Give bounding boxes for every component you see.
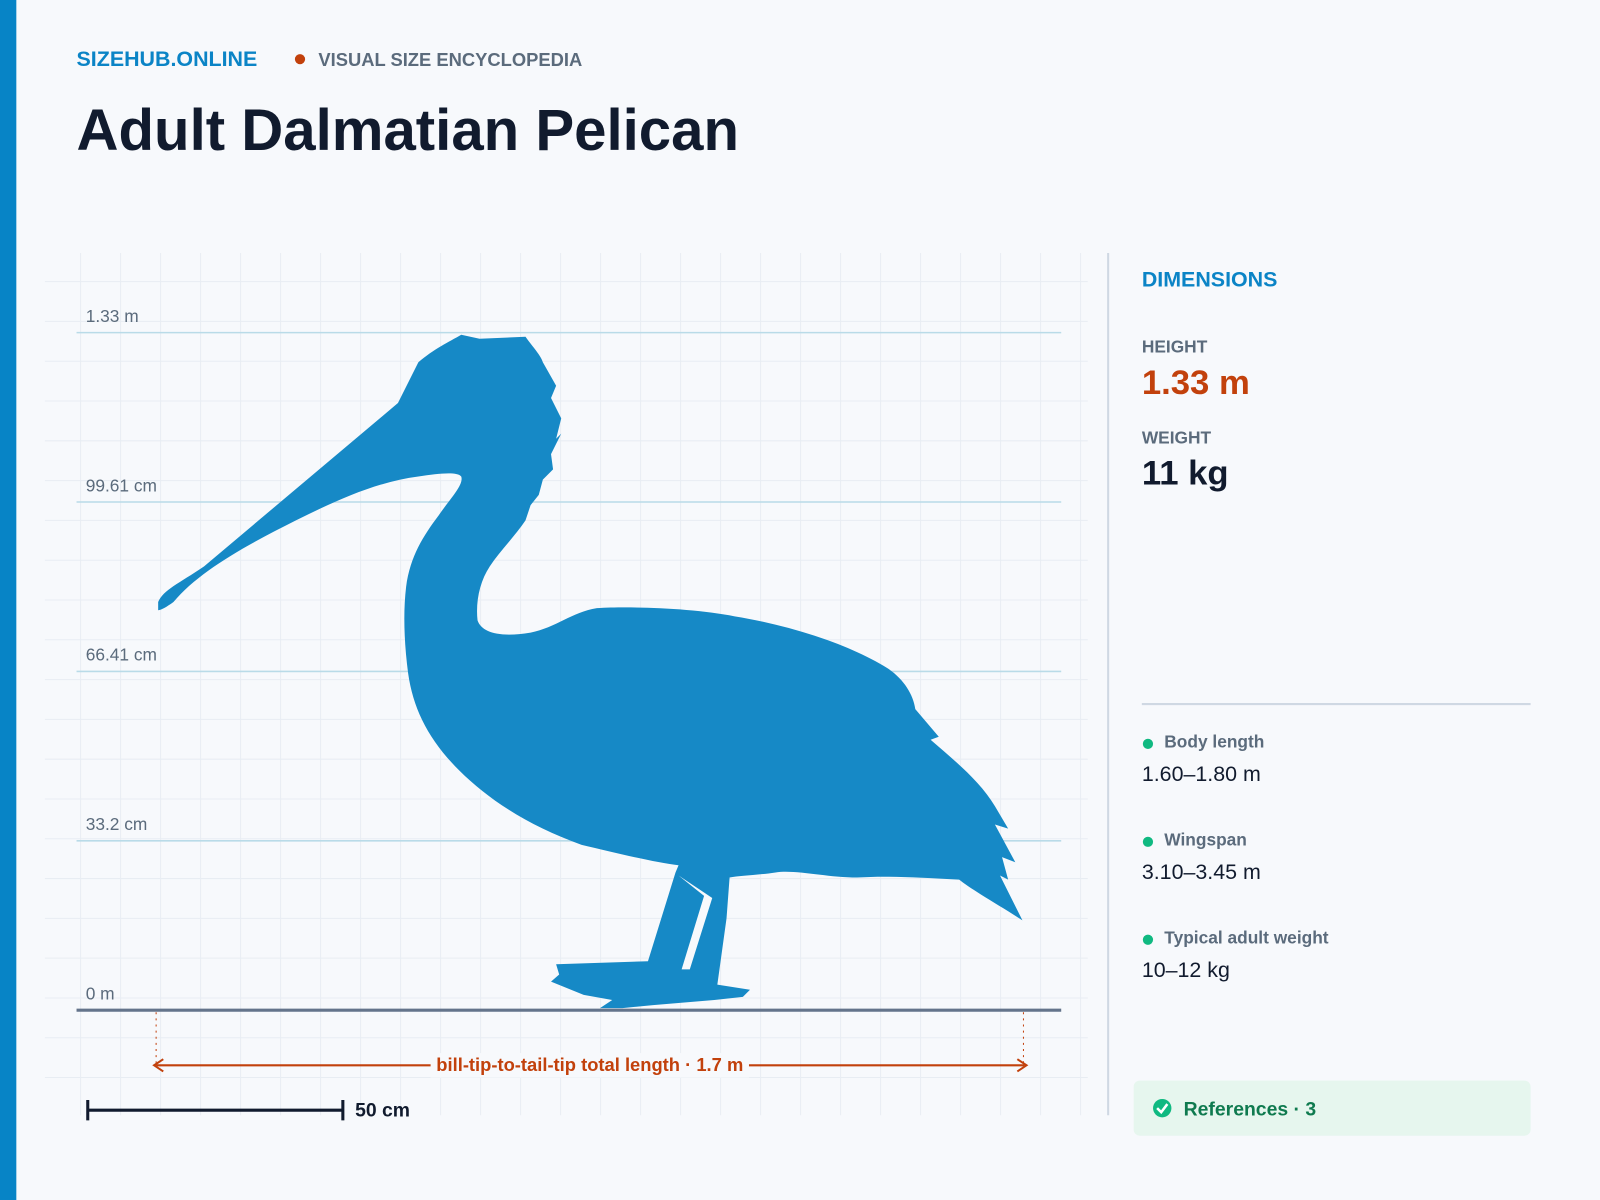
layout: SIZEHUB.ONLINE VISUAL SIZE ENCYCLOPEDIA … bbox=[0, 0, 1531, 1200]
tagline: VISUAL SIZE ENCYCLOPEDIA bbox=[318, 49, 582, 70]
references-box[interactable] bbox=[1133, 1080, 1531, 1136]
height-label: 99.61 cm bbox=[86, 475, 157, 495]
leg-gap bbox=[678, 875, 713, 970]
height-label: 0 m bbox=[86, 983, 115, 1003]
height-levels: 1.33 m 99.61 cm 66.41 cm 33.2 cm 0 m bbox=[76, 306, 1062, 1003]
length-label: bill-tip-to-tail-tip total length · 1.7 … bbox=[436, 1054, 743, 1075]
detail-label: Body length bbox=[1164, 731, 1264, 751]
stat-label: HEIGHT bbox=[1142, 337, 1208, 357]
stat-value: 1.33 m bbox=[1142, 364, 1250, 402]
arrow-heads bbox=[152, 1058, 1029, 1073]
detail-label: Wingspan bbox=[1164, 829, 1247, 849]
panel-heading: DIMENSIONS bbox=[1142, 267, 1278, 291]
scale-bar bbox=[86, 1099, 345, 1121]
status-dot bbox=[1142, 738, 1154, 749]
height-label: 1.33 m bbox=[86, 306, 139, 326]
detail-value: 3.10–3.45 m bbox=[1142, 860, 1261, 884]
detail-value: 1.60–1.80 m bbox=[1142, 762, 1261, 786]
status-dot bbox=[1142, 836, 1154, 847]
check-icon bbox=[1153, 1098, 1172, 1118]
height-label: 66.41 cm bbox=[86, 645, 157, 665]
detail-label: Typical adult weight bbox=[1164, 927, 1329, 947]
references-link[interactable]: References · 3 bbox=[1184, 1098, 1317, 1120]
detail-value: 10–12 kg bbox=[1142, 958, 1230, 982]
length-label-bg bbox=[430, 1053, 749, 1078]
height-label: 33.2 cm bbox=[86, 814, 148, 834]
scale-bar-label: 50 cm bbox=[355, 1099, 410, 1121]
stat-value: 11 kg bbox=[1142, 455, 1229, 493]
accent-bar bbox=[0, 0, 17, 1200]
status-dot bbox=[1142, 934, 1154, 945]
pelican-silhouette bbox=[158, 334, 1023, 1009]
check-mark bbox=[1156, 1103, 1169, 1115]
site-name[interactable]: SIZEHUB.ONLINE bbox=[77, 47, 258, 71]
page-title: Adult Dalmatian Pelican bbox=[77, 98, 739, 163]
separator-dot bbox=[294, 54, 306, 65]
stat-label: WEIGHT bbox=[1142, 427, 1212, 447]
stats: HEIGHT 1.33 m WEIGHT 11 kg bbox=[1142, 337, 1250, 493]
details: Body length 1.60–1.80 m Wingspan 3.10–3.45 … bbox=[1142, 731, 1329, 982]
